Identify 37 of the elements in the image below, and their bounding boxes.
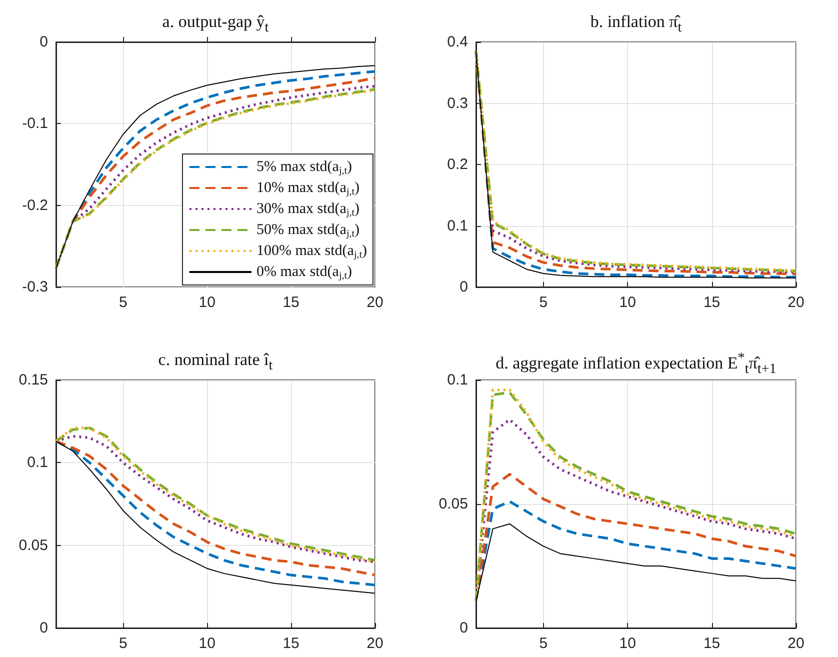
y-tick-label: 0.4 [447, 34, 468, 50]
x-tick-label: 15 [282, 294, 300, 311]
x-tick-label: 10 [619, 294, 636, 311]
x-tick-label: 20 [788, 294, 804, 311]
x-tick-label: 10 [198, 294, 216, 311]
y-tick-label: 0.05 [438, 496, 468, 512]
y-tick-label: 0 [40, 620, 48, 636]
y-tick-label: 0 [40, 34, 48, 50]
y-tick-label: 0.2 [447, 156, 468, 173]
x-tick-label: 15 [282, 635, 300, 652]
chart-title: c. nominal rate î$_{t}$ [157, 350, 274, 374]
x-tick-label: 5 [539, 294, 548, 311]
x-tick-label: 5 [539, 635, 548, 652]
y-tick-label: 0.1 [447, 372, 468, 388]
y-tick-label: 0.15 [18, 372, 48, 388]
y-tick-label: 0.1 [447, 217, 468, 234]
x-tick-label: 15 [703, 635, 720, 652]
chart-title: b. inflation π̂$_{t}$ [590, 12, 682, 36]
x-tick-label: 15 [703, 294, 720, 311]
chart-title: d. aggregate inflation expectation E$^{*}$$_{t}$π̂$_{t+1}$ [496, 350, 776, 378]
y-tick-label: -0.2 [22, 196, 48, 214]
y-tick-label: 0.05 [18, 536, 48, 554]
line-series [476, 523, 796, 602]
x-tick-label: 20 [366, 294, 384, 311]
x-tick-label: 5 [118, 294, 128, 311]
y-tick-label: 0.1 [27, 454, 48, 472]
x-tick-label: 10 [198, 635, 216, 652]
x-tick-label: 10 [619, 635, 636, 652]
y-tick-label: 0.3 [447, 94, 468, 112]
y-tick-label: -0.3 [22, 278, 48, 296]
y-tick-label: 0 [460, 620, 468, 636]
x-tick-label: 20 [788, 635, 804, 652]
y-tick-label: -0.1 [22, 115, 48, 132]
y-tick-label: 0 [460, 278, 468, 296]
x-tick-label: 20 [366, 635, 384, 652]
chart-title: a. output-gap ŷ$_{t}$ [161, 12, 270, 36]
x-tick-label: 5 [118, 635, 128, 652]
